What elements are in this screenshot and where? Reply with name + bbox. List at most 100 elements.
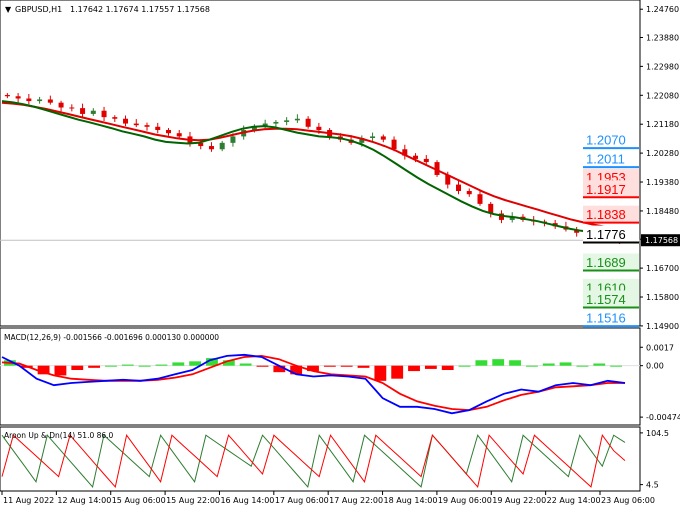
price-tick-label: 1.16700	[646, 264, 679, 273]
level-box	[583, 225, 639, 243]
candle-body	[359, 138, 365, 143]
aroon-tick-label: 4.5	[646, 481, 659, 490]
aroon-up-line	[1, 434, 626, 488]
candle-body	[112, 117, 118, 119]
macd-tick-label: 0.00	[646, 362, 664, 371]
time-tick-label: 18 Aug 14:00	[384, 496, 438, 505]
macd-histogram-bar	[54, 365, 67, 376]
level-box	[583, 290, 639, 308]
candle-body	[380, 136, 386, 140]
level-label: 1.1776	[586, 227, 626, 242]
candle-body	[4, 94, 10, 97]
level-label: 1.2070	[586, 133, 626, 148]
macd-histogram-bar	[37, 365, 50, 375]
macd-histogram-bar	[307, 365, 319, 372]
candle-body	[101, 110, 107, 118]
dropdown-arrow-icon[interactable]: ▼	[5, 5, 12, 14]
candle-body	[208, 146, 214, 150]
candle-body	[456, 184, 462, 192]
macd-histogram-bar	[323, 365, 336, 367]
candle-body	[294, 118, 300, 121]
candle-body	[423, 158, 429, 163]
level-box	[583, 180, 639, 198]
macd-histogram-bar	[391, 365, 404, 379]
macd-histogram-bar	[105, 365, 117, 367]
candle-body	[155, 126, 161, 130]
price-layer: 1.20701.20111.19531.19171.18381.17761.16…	[0, 93, 640, 328]
candle-body	[165, 129, 171, 134]
macd-histogram-bar	[576, 365, 589, 367]
macd-tick-label: -0.004749	[646, 413, 680, 422]
axis-layer: 1.24760 1.23880 1.22980 1.22080 1.21180 1.202…	[1, 5, 680, 505]
candle-body	[198, 142, 204, 147]
time-tick-label: 17 Aug 22:00	[329, 496, 383, 505]
candle-body	[230, 136, 236, 143]
macd-histogram-bar	[424, 365, 437, 369]
macd-layer	[0, 353, 640, 415]
candle-body	[144, 125, 150, 127]
price-panel	[0, 0, 641, 327]
ohlc-readout: 1.17642 1.17674 1.17557 1.17568	[70, 5, 210, 14]
macd-histogram-bar	[374, 365, 387, 381]
level-box	[583, 150, 639, 168]
macd-histogram-bar	[155, 364, 168, 366]
macd-histogram-bar	[290, 365, 303, 375]
candle-body	[498, 213, 504, 220]
macd-histogram-bar	[458, 365, 471, 367]
macd-histogram-bar	[357, 365, 370, 368]
time-tick-label: 17 Aug 06:00	[275, 496, 329, 505]
price-tick-label: 1.22080	[646, 91, 679, 100]
price-tick-label: 1.14900	[646, 322, 679, 331]
symbol-timeframe: GBPUSD,H1	[15, 5, 62, 14]
level-label: 1.1574	[586, 292, 626, 307]
macd-histogram-bar	[273, 365, 286, 373]
macd-histogram-bar	[172, 362, 185, 366]
level-label: 1.1917	[586, 182, 626, 197]
time-tick-label: 23 Aug 06:00	[601, 496, 655, 505]
price-tick-label: 1.24760	[646, 5, 679, 14]
current-price-tag	[641, 234, 680, 247]
candle-body	[26, 98, 32, 102]
macd-main-line	[1, 353, 626, 415]
candle-body	[488, 203, 494, 214]
time-tick-label: 15 Aug 22:00	[166, 496, 220, 505]
ma-slow-line	[1, 101, 626, 231]
candle-body	[262, 123, 268, 127]
level-box	[583, 253, 639, 271]
price-tick-label: 1.21180	[646, 120, 679, 129]
candle-body	[80, 108, 86, 114]
candle-body	[316, 126, 322, 130]
level-label: 1.1838	[586, 207, 626, 222]
candle-body	[305, 118, 311, 127]
macd-histogram-bar	[610, 365, 622, 367]
candle-body	[15, 96, 21, 99]
candle-body	[402, 149, 408, 156]
candle-body	[574, 229, 580, 233]
macd-tick-label: 0.0017	[646, 343, 674, 352]
macd-histogram-bar	[593, 363, 606, 366]
time-tick-label: 22 Aug 14:00	[547, 496, 601, 505]
candle-body	[466, 191, 472, 195]
time-tick-label: 16 Aug 14:00	[220, 496, 274, 505]
ma-fast-line	[1, 100, 626, 236]
price-tick-label: 1.19380	[646, 178, 679, 187]
level-box	[583, 131, 639, 149]
macd-histogram-bar	[138, 365, 151, 367]
candle-body	[90, 110, 96, 114]
price-tick-label: 1.15800	[646, 293, 679, 302]
candle-body	[47, 99, 53, 103]
macd-histogram-bar	[256, 365, 269, 367]
level-label: 1.1516	[586, 311, 626, 326]
candle-body	[219, 142, 225, 150]
time-tick-label: 11 Aug 2022	[3, 496, 54, 505]
candle-body	[509, 216, 515, 220]
candle-body	[58, 102, 64, 108]
macd-histogram-bar	[559, 362, 572, 366]
macd-histogram-bar	[340, 365, 353, 367]
time-tick-label: 15 Aug 06:00	[112, 496, 166, 505]
macd-title: MACD(12,26,9) -0.001566 -0.001696 0.0001…	[4, 333, 219, 342]
level-label: 1.2011	[586, 152, 625, 167]
candle-body	[123, 118, 129, 124]
